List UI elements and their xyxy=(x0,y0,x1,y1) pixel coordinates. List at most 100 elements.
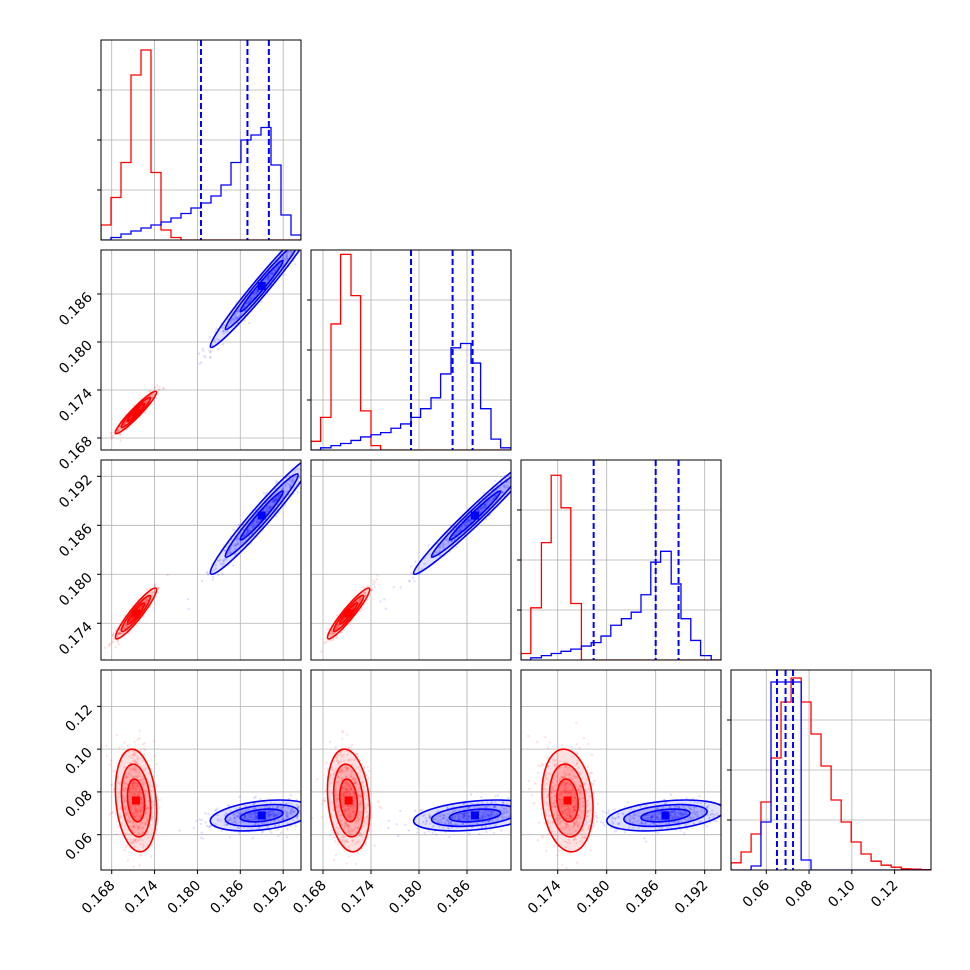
sample-point xyxy=(342,618,345,621)
sample-point xyxy=(138,607,141,610)
sample-point xyxy=(321,799,325,802)
sample-point xyxy=(465,521,468,525)
sample-point xyxy=(132,767,135,771)
sample-point xyxy=(265,509,269,513)
sample-point xyxy=(267,812,270,815)
sample-point xyxy=(147,807,150,810)
sample-point xyxy=(118,632,122,635)
sample-point xyxy=(152,740,156,743)
sample-point xyxy=(580,402,582,404)
sample-point xyxy=(304,235,306,237)
sample-point xyxy=(206,571,209,575)
sample-point xyxy=(495,493,498,497)
sample-point xyxy=(325,761,328,765)
sample-point xyxy=(143,742,146,745)
y-tick-label: 0.180 xyxy=(56,338,96,378)
sample-point xyxy=(242,305,246,308)
sample-point xyxy=(492,496,495,500)
sample-point xyxy=(140,796,143,799)
x-tick-label: 0.168 xyxy=(290,878,330,918)
y-tick-label: 0.12 xyxy=(62,702,95,735)
sample-point xyxy=(535,454,537,456)
sample-point xyxy=(135,775,139,779)
sample-point xyxy=(146,598,149,601)
sample-point xyxy=(133,780,136,783)
sample-point xyxy=(483,504,487,507)
sample-point xyxy=(292,810,296,813)
sample-point xyxy=(274,497,278,500)
sample-point xyxy=(129,784,133,787)
sample-point xyxy=(108,813,111,816)
sample-point xyxy=(223,549,227,553)
sample-point xyxy=(250,295,253,298)
sample-point xyxy=(246,300,250,303)
sample-point xyxy=(223,323,226,327)
sample-point xyxy=(420,568,424,571)
density-peak xyxy=(132,796,140,805)
sample-point xyxy=(243,319,246,322)
sample-point xyxy=(255,290,258,294)
sample-point xyxy=(324,445,326,447)
sample-point xyxy=(469,793,473,796)
sample-point xyxy=(112,632,115,635)
sample-point xyxy=(222,560,226,563)
sample-point xyxy=(131,787,135,791)
sample-point xyxy=(146,598,149,602)
sample-point xyxy=(282,256,286,260)
sample-point xyxy=(530,464,532,466)
sample-point xyxy=(114,813,118,816)
sample-point xyxy=(477,832,481,836)
sample-point xyxy=(232,528,235,532)
panel-3-0: 0.060.080.100.120.168 0.174 0.180 0.186 0.19… xyxy=(62,669,327,918)
sample-point xyxy=(265,507,268,510)
sample-point xyxy=(204,821,207,824)
sample-point xyxy=(151,591,154,594)
sample-point xyxy=(233,319,236,322)
sample-point xyxy=(233,315,236,318)
sample-point xyxy=(251,522,254,526)
sample-point xyxy=(353,871,355,873)
sample-point xyxy=(117,428,121,432)
sample-point xyxy=(274,498,277,501)
sample-point xyxy=(144,600,147,603)
sample-point xyxy=(139,806,142,809)
sample-point xyxy=(245,531,249,535)
sample-point xyxy=(341,731,344,734)
sample-point xyxy=(533,463,535,465)
sample-point xyxy=(545,849,548,853)
sample-point xyxy=(146,836,150,840)
sample-point xyxy=(376,574,379,577)
sample-point xyxy=(271,272,274,275)
sample-point xyxy=(500,491,504,494)
sample-point xyxy=(280,806,284,810)
sample-point xyxy=(134,809,138,813)
sample-point xyxy=(378,805,381,808)
sample-point xyxy=(296,467,299,471)
sample-point xyxy=(303,806,305,808)
y-tick-label: 0.08 xyxy=(62,787,95,820)
sample-point xyxy=(138,843,142,846)
sample-point xyxy=(266,277,269,280)
sample-point xyxy=(228,549,231,553)
sample-point xyxy=(135,755,138,758)
sample-point xyxy=(124,773,128,777)
sample-point xyxy=(303,806,305,808)
sample-point xyxy=(236,311,239,314)
sample-point xyxy=(283,273,286,276)
sample-point xyxy=(119,427,122,431)
sample-point xyxy=(377,800,380,803)
x-tick-label: 0.168 xyxy=(79,878,119,918)
sample-point xyxy=(270,831,273,834)
sample-point xyxy=(342,618,346,621)
sample-point xyxy=(123,798,127,801)
sample-point xyxy=(325,811,327,813)
sample-point xyxy=(279,831,283,834)
sample-point xyxy=(117,632,120,635)
sample-point xyxy=(232,317,235,320)
blue-contours xyxy=(209,250,301,349)
sample-point xyxy=(546,451,548,453)
sample-point xyxy=(118,425,122,429)
sample-point xyxy=(132,781,135,784)
sample-point xyxy=(219,562,223,565)
